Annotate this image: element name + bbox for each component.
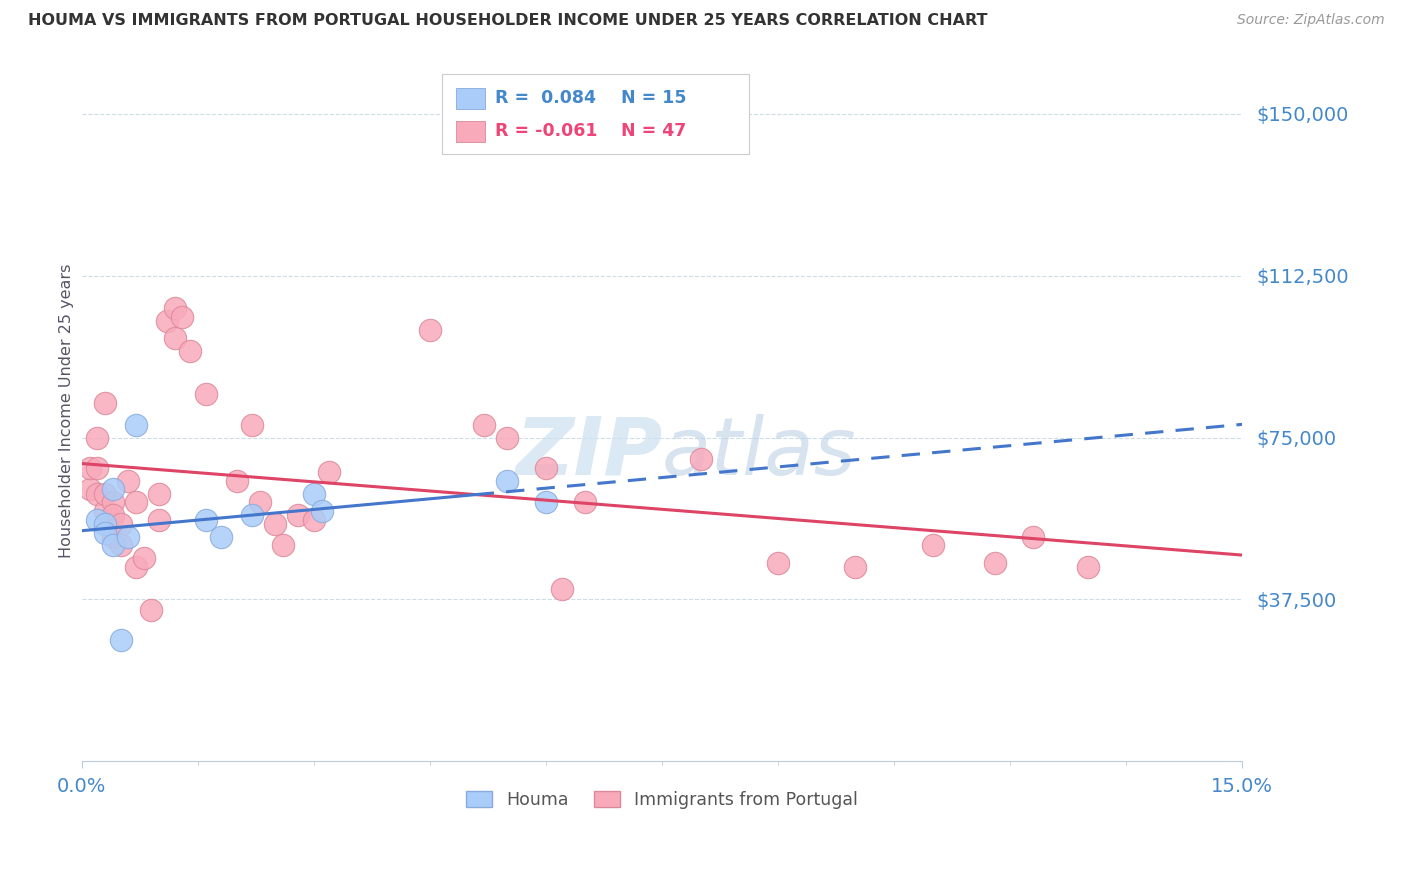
Point <box>264 516 287 531</box>
Point <box>117 474 139 488</box>
Text: atlas: atlas <box>662 414 856 491</box>
Point <box>86 460 108 475</box>
Point <box>179 344 201 359</box>
Point <box>240 417 263 432</box>
Point <box>86 430 108 444</box>
Point <box>101 539 124 553</box>
Point <box>194 387 217 401</box>
Text: Source: ZipAtlas.com: Source: ZipAtlas.com <box>1237 13 1385 28</box>
Point <box>94 525 117 540</box>
Point <box>419 322 441 336</box>
Text: HOUMA VS IMMIGRANTS FROM PORTUGAL HOUSEHOLDER INCOME UNDER 25 YEARS CORRELATION : HOUMA VS IMMIGRANTS FROM PORTUGAL HOUSEH… <box>28 13 987 29</box>
Point <box>240 508 263 523</box>
Legend: Houma, Immigrants from Portugal: Houma, Immigrants from Portugal <box>458 784 865 816</box>
Point <box>132 551 155 566</box>
Point <box>209 530 232 544</box>
Point <box>101 530 124 544</box>
Point <box>844 560 866 574</box>
FancyBboxPatch shape <box>456 87 485 109</box>
Point <box>125 560 148 574</box>
Point <box>94 396 117 410</box>
Point <box>117 530 139 544</box>
Point <box>271 539 294 553</box>
Point <box>125 495 148 509</box>
Point <box>534 495 557 509</box>
FancyBboxPatch shape <box>456 120 485 142</box>
Point <box>172 310 194 324</box>
Point <box>79 460 101 475</box>
Point <box>249 495 271 509</box>
Point <box>110 516 132 531</box>
Point <box>921 539 943 553</box>
Point <box>766 556 789 570</box>
Text: N = 47: N = 47 <box>621 122 686 140</box>
Point <box>86 512 108 526</box>
Point <box>94 504 117 518</box>
Point <box>148 512 170 526</box>
Point <box>156 314 179 328</box>
Point <box>141 603 163 617</box>
Point <box>86 486 108 500</box>
Point <box>287 508 309 523</box>
Point <box>689 452 711 467</box>
Point <box>79 483 101 497</box>
Point <box>318 465 340 479</box>
Point <box>496 474 519 488</box>
Point <box>302 486 325 500</box>
Point <box>101 495 124 509</box>
Point <box>94 516 117 531</box>
Text: ZIP: ZIP <box>515 414 662 491</box>
Text: N = 15: N = 15 <box>621 89 688 107</box>
Point <box>302 512 325 526</box>
Point <box>110 633 132 648</box>
Point <box>984 556 1007 570</box>
Y-axis label: Householder Income Under 25 years: Householder Income Under 25 years <box>59 263 73 558</box>
Point <box>101 483 124 497</box>
Point <box>163 331 186 345</box>
Point <box>101 508 124 523</box>
Point <box>472 417 495 432</box>
Point <box>1077 560 1099 574</box>
Point <box>496 430 519 444</box>
Point <box>311 504 333 518</box>
FancyBboxPatch shape <box>441 74 749 154</box>
Text: R = -0.061: R = -0.061 <box>495 122 598 140</box>
Point <box>534 460 557 475</box>
Text: R =  0.084: R = 0.084 <box>495 89 596 107</box>
Point <box>574 495 596 509</box>
Point <box>1022 530 1045 544</box>
Point <box>225 474 247 488</box>
Point <box>194 512 217 526</box>
Point <box>550 582 572 596</box>
Point <box>94 486 117 500</box>
Point <box>163 301 186 315</box>
Point <box>110 539 132 553</box>
Point <box>148 486 170 500</box>
Point <box>125 417 148 432</box>
